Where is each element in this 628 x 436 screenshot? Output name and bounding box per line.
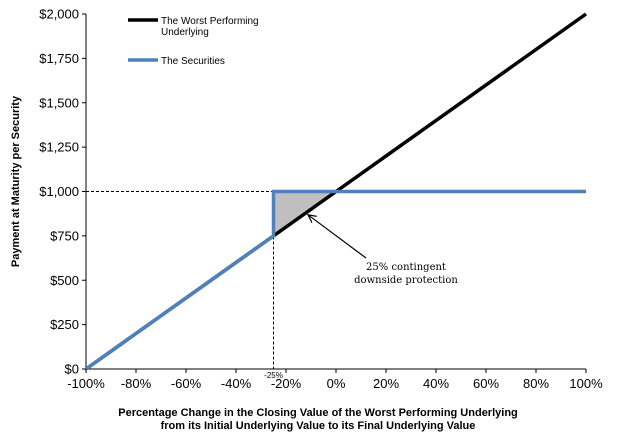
annotation-text: downside protection bbox=[354, 275, 458, 286]
y-tick-label: $1,250 bbox=[39, 140, 79, 155]
y-tick-label: $2,000 bbox=[39, 7, 79, 22]
x-tick-label: 60% bbox=[473, 376, 499, 391]
x-tick-label: 0% bbox=[327, 376, 346, 391]
annotation-text: 25% contingent bbox=[366, 262, 446, 273]
y-tick-label: $1,500 bbox=[39, 95, 79, 110]
x-tick-label: 20% bbox=[373, 376, 399, 391]
x-tick-label: -80% bbox=[121, 376, 152, 391]
x-tick-label: -40% bbox=[221, 376, 252, 391]
y-tick-label: $0 bbox=[65, 362, 79, 377]
annotation-arrow bbox=[308, 215, 367, 259]
x-tick-label: -100% bbox=[67, 376, 105, 391]
y-tick-label: $250 bbox=[50, 317, 79, 332]
y-axis-title: Payment at Maturity per Security bbox=[10, 95, 22, 267]
series-line-securities bbox=[84, 189, 586, 371]
legend-label-worst: Underlying bbox=[161, 27, 209, 38]
x-axis-title: Percentage Change in the Closing Value o… bbox=[118, 407, 518, 419]
x-axis-title: from its Initial Underlying Value to its… bbox=[161, 420, 476, 432]
y-tick-label: $500 bbox=[50, 273, 79, 288]
y-tick-label: $1,000 bbox=[39, 184, 79, 199]
x-tick-label: -20% bbox=[271, 376, 302, 391]
y-tick-label: $1,750 bbox=[39, 51, 79, 66]
legend-label-securities: The Securities bbox=[161, 56, 225, 67]
reference-x-label: -25% bbox=[264, 371, 283, 380]
legend-label-worst: The Worst Performing bbox=[161, 16, 259, 27]
x-tick-label: -60% bbox=[171, 376, 202, 391]
x-tick-label: 40% bbox=[423, 376, 449, 391]
x-tick-label: 100% bbox=[569, 376, 603, 391]
x-tick-label: 80% bbox=[523, 376, 549, 391]
y-tick-label: $750 bbox=[50, 228, 79, 243]
